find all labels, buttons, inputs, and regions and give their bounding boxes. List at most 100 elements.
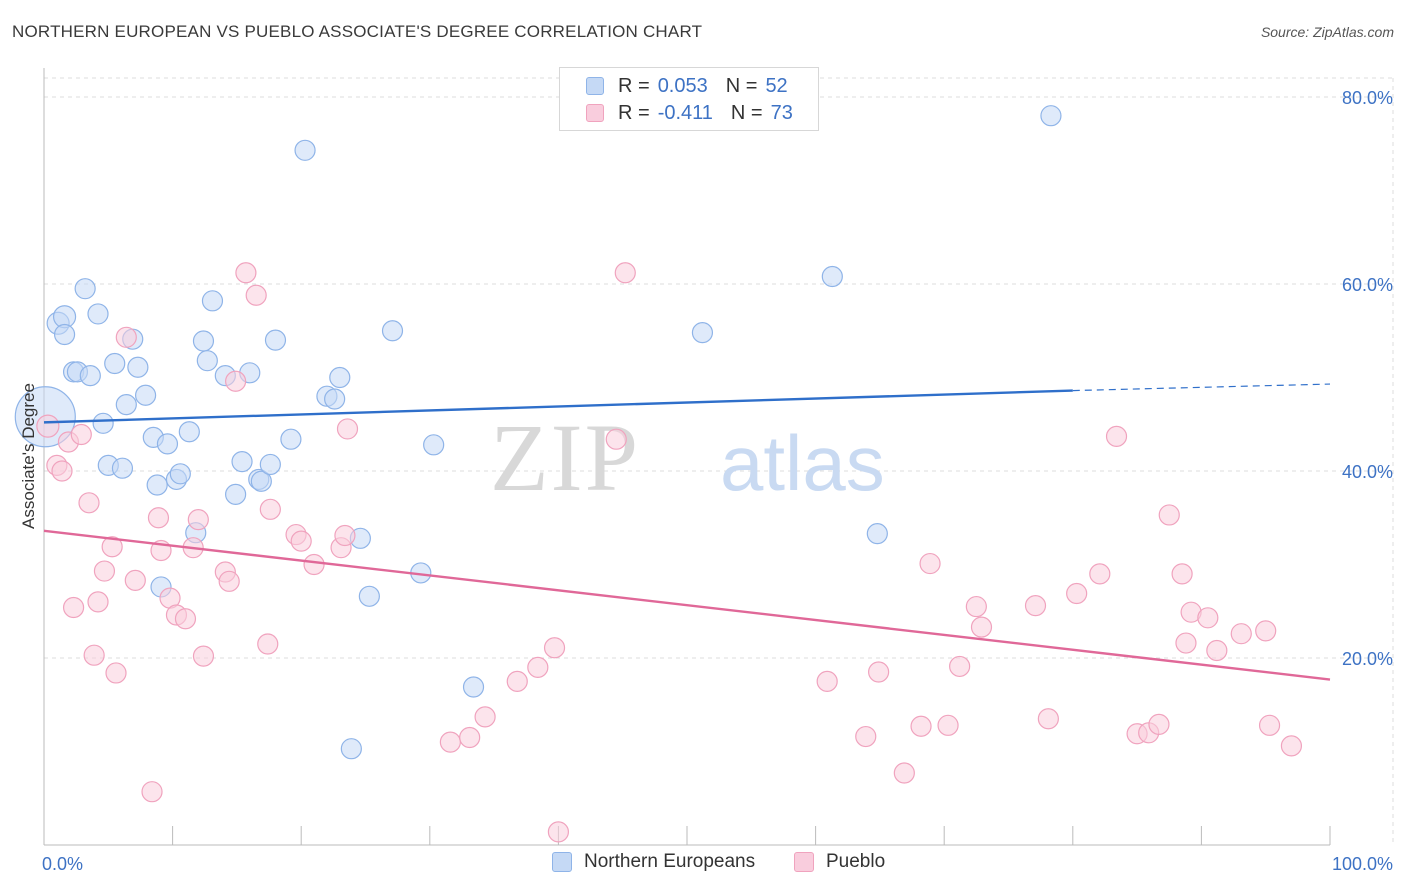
point-northern-european [329,366,351,389]
point-pueblo [1158,504,1180,526]
point-northern-european [340,738,362,760]
point-northern-european [231,451,253,473]
point-pueblo [187,509,209,531]
point-pueblo [937,714,959,736]
point-northern-european [423,434,445,456]
point-pueblo [439,731,461,753]
point-pueblo [910,715,932,737]
point-pueblo [105,662,127,684]
point-northern-european [264,329,287,351]
point-pueblo [70,423,92,446]
x-tick-label-min: 0.0% [42,854,83,874]
point-pueblo [459,726,481,749]
point-pueblo [605,428,627,450]
r-label: R = [618,74,650,97]
point-northern-european [178,421,200,443]
r-label: R = [618,101,650,124]
point-pueblo [290,530,312,552]
point-northern-european [821,265,843,288]
point-pueblo [36,414,60,438]
point-pueblo [527,656,549,678]
point-pueblo [83,644,105,666]
x-tick-label-max: 100.0% [1332,854,1393,874]
point-pueblo [235,262,257,284]
point-pueblo [147,507,170,529]
stats-legend: R = 0.053 N = 52 R = -0.411 N = 73 [559,67,819,131]
point-northern-european [381,320,404,342]
stats-row-pueblo: R = -0.411 N = 73 [586,101,793,125]
point-pueblo [543,637,566,659]
trend-lines [43,383,1331,681]
n-value-pueblo: 73 [770,101,793,124]
point-pueblo [506,670,528,692]
point-pueblo [1206,639,1228,662]
point-pueblo [192,645,215,667]
n-label: N = [730,101,763,124]
point-pueblo [474,706,496,728]
point-pueblo [1280,735,1303,757]
swatch-pueblo [586,104,604,122]
trend-line-northern-europeans-extension [1072,383,1331,392]
point-pueblo [1258,714,1281,736]
point-northern-european [280,428,302,450]
y-axis-label: Associate's Degree [19,383,38,529]
legend-item-northern-europeans[interactable]: Northern Europeans [552,851,755,873]
point-pueblo [218,570,240,592]
point-pueblo [51,460,73,482]
point-pueblo [259,498,281,520]
point-pueblo [1089,563,1111,585]
point-northern-european [196,350,218,372]
tick-labels: 20.0% 40.0% 60.0% 80.0% 0.0% 100.0% [42,88,1393,874]
point-pueblo [816,670,838,692]
point-pueblo [141,781,163,803]
point-pueblo [1255,620,1277,642]
point-pueblo [124,569,146,591]
point-northern-european [79,365,101,387]
point-northern-european [1040,105,1062,127]
stats-row-northern-europeans: R = 0.053 N = 52 [586,74,788,98]
point-northern-european [146,474,168,496]
point-pueblo [93,560,116,582]
legend-label-northern-europeans: Northern Europeans [584,851,756,872]
data-points [14,105,1303,843]
point-pueblo [225,370,247,392]
point-pueblo [614,262,636,284]
point-pueblo [970,616,993,638]
point-pueblo [1037,708,1059,730]
point-pueblo [257,633,279,655]
point-pueblo [1105,425,1128,448]
n-label: N = [725,74,758,97]
point-pueblo [87,591,109,613]
point-northern-european [691,322,714,344]
point-northern-european [324,388,346,410]
point-pueblo [1175,632,1197,654]
point-northern-european [462,676,485,698]
r-value-northern-europeans: 0.053 [657,74,708,97]
point-northern-european [134,384,157,406]
y-tick-label: 80.0% [1342,88,1393,108]
r-value-pueblo: -0.411 [657,101,713,124]
point-northern-european [92,412,114,434]
point-northern-european [104,352,126,375]
legend-swatch-pueblo [794,852,814,872]
point-pueblo [1066,582,1088,605]
point-pueblo [1024,595,1047,617]
legend-item-pueblo[interactable]: Pueblo [794,851,885,873]
legend-label-pueblo: Pueblo [826,851,886,872]
point-pueblo [547,821,570,843]
point-pueblo [893,762,915,784]
point-pueblo [1171,563,1193,585]
point-pueblo [174,608,197,630]
y-tick-label: 60.0% [1342,275,1393,295]
point-northern-european [87,303,109,325]
point-pueblo [965,595,987,618]
point-pueblo [949,655,971,678]
point-pueblo [245,284,267,306]
point-pueblo [868,661,890,683]
watermark-atlas: atlas [720,419,885,507]
point-pueblo [1230,623,1252,645]
y-tick-label: 20.0% [1342,649,1393,669]
point-northern-european [201,290,224,312]
point-northern-european [53,323,76,346]
trend-line-northern-europeans [43,389,1073,424]
